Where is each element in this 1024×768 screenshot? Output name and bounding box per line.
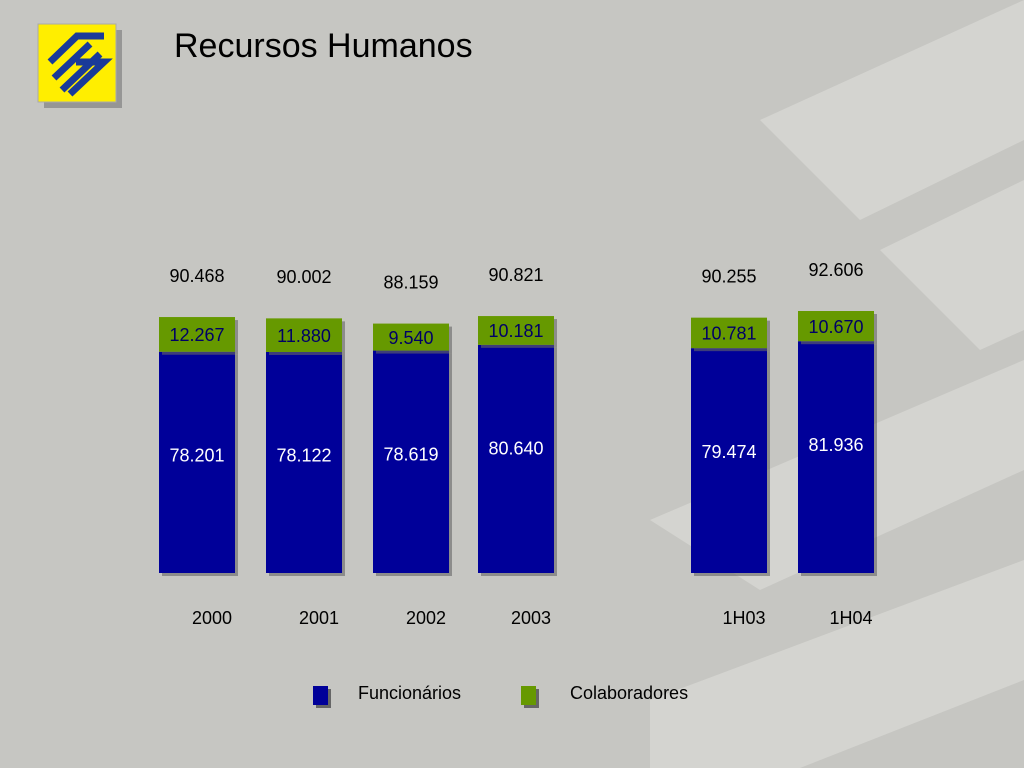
legend-label: Colaboradores [570, 683, 688, 703]
value-label: 11.880 [277, 326, 331, 346]
value-label: 10.670 [808, 317, 863, 337]
total-label: 90.002 [276, 267, 331, 287]
x-tick-label: 2002 [406, 608, 446, 628]
bar [691, 348, 767, 573]
value-label: 10.181 [488, 321, 543, 341]
bar [798, 311, 874, 342]
chart-title: Recursos Humanos [174, 27, 473, 65]
total-label: 90.255 [701, 266, 756, 286]
value-label: 12.267 [169, 325, 224, 345]
bar [159, 351, 235, 573]
bar [373, 323, 449, 351]
total-label: 88.159 [383, 272, 438, 292]
x-tick-label: 2001 [299, 608, 339, 628]
value-label: 78.201 [169, 446, 224, 466]
value-label: 9.540 [388, 328, 433, 348]
total-label: 90.821 [488, 265, 543, 285]
bar [266, 351, 342, 573]
legend-swatch [521, 686, 536, 705]
x-tick-label: 2003 [511, 608, 551, 628]
value-label: 79.474 [701, 442, 756, 462]
bar [266, 318, 342, 352]
bar [159, 317, 235, 352]
value-label: 80.640 [488, 439, 543, 459]
bar [798, 341, 874, 573]
legend-swatch [313, 686, 328, 705]
value-label: 81.936 [808, 435, 863, 455]
bar [478, 316, 554, 345]
bar [373, 350, 449, 573]
legend-label: Funcionários [358, 683, 461, 703]
value-label: 78.619 [383, 444, 438, 464]
total-label: 90.468 [169, 266, 224, 286]
bar [691, 317, 767, 349]
value-label: 78.122 [276, 446, 331, 466]
x-tick-label: 1H03 [722, 608, 765, 628]
total-label: 92.606 [808, 260, 863, 280]
bar [478, 344, 554, 573]
value-label: 10.781 [701, 324, 756, 344]
x-tick-label: 2000 [192, 608, 232, 628]
x-tick-label: 1H04 [829, 608, 872, 628]
logo [37, 23, 122, 108]
